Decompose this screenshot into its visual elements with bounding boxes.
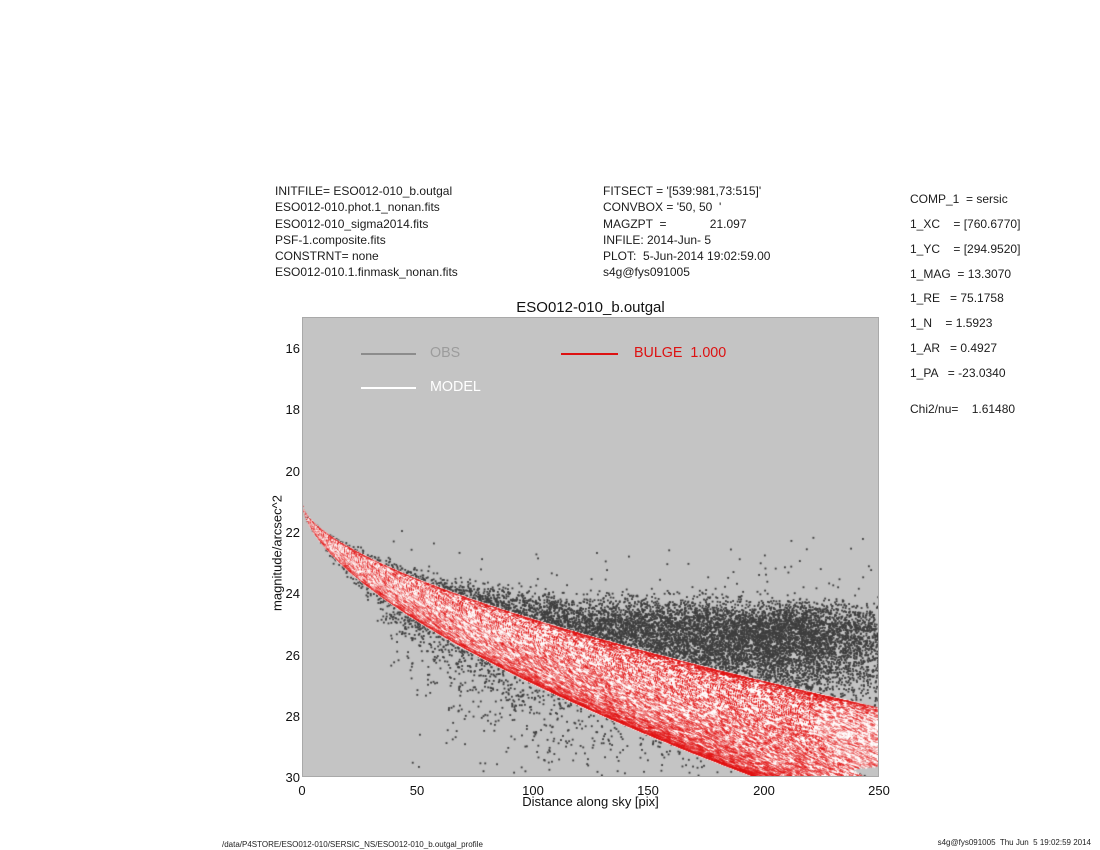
legend-obs-label: OBS bbox=[430, 345, 461, 361]
plot-area bbox=[302, 317, 879, 777]
header-line: CONVBOX = '50, 50 ' bbox=[603, 200, 722, 215]
header-line: PSF-1.composite.fits bbox=[275, 232, 386, 247]
x-tick-label: 150 bbox=[637, 783, 659, 798]
plot-title: ESO012-010_b.outgal bbox=[516, 299, 665, 316]
fit-param-line: 1_PA = -23.0340 bbox=[910, 365, 1006, 380]
fit-param-line: COMP_1 = sersic bbox=[910, 192, 1008, 206]
header-line: FITSECT = '[539:981,73:515]' bbox=[603, 184, 762, 198]
header-line: INFILE: 2014-Jun- 5 bbox=[603, 232, 712, 247]
scatter-canvas bbox=[303, 318, 878, 776]
header-line: ESO012-010.phot.1_nonan.fits bbox=[275, 200, 440, 215]
header-line: PLOT: 5-Jun-2014 19:02:59.00 bbox=[603, 249, 771, 264]
footer-path: /data/P4STORE/ESO012-010/SERSIC_NS/ESO01… bbox=[222, 840, 483, 849]
header-middle-block: FITSECT = '[539:981,73:515]' CONVBOX = '… bbox=[603, 183, 770, 281]
x-axis-label: Distance along sky [pix] bbox=[522, 794, 659, 809]
header-line: MAGZPT = 21.097 bbox=[603, 216, 747, 231]
y-tick-label: 18 bbox=[285, 402, 300, 417]
fit-param-line: 1_XC = [760.6770] bbox=[910, 216, 1021, 231]
fit-param-line: 1_AR = 0.4927 bbox=[910, 341, 998, 356]
legend-bulge-line bbox=[561, 353, 618, 355]
legend-model-label: MODEL bbox=[430, 379, 481, 395]
header-left-block: INITFILE= ESO012-010_b.outgal ESO012-010… bbox=[275, 183, 458, 281]
x-tick-label: 50 bbox=[409, 783, 425, 798]
y-tick-label: 16 bbox=[285, 341, 300, 356]
legend-model-line bbox=[361, 387, 416, 389]
x-tick-label: 100 bbox=[522, 783, 544, 798]
y-tick-label: 20 bbox=[285, 464, 300, 479]
header-line: s4g@fys091005 bbox=[603, 265, 690, 280]
fit-param-line: 1_N = 1.5923 bbox=[910, 316, 993, 331]
y-tick-label: 22 bbox=[285, 525, 300, 540]
chi2-line: Chi2/nu= 1.61480 bbox=[910, 402, 1016, 416]
header-line: ESO012-010.1.finmask_nonan.fits bbox=[275, 265, 458, 280]
y-tick-label: 24 bbox=[285, 586, 300, 601]
x-tick-label: 200 bbox=[753, 783, 775, 798]
x-tick-label: 0 bbox=[298, 783, 306, 798]
header-right-block: COMP_1 = sersic 1_XC = [760.6770] 1_YC =… bbox=[910, 187, 1020, 386]
fit-param-line: 1_RE = 75.1758 bbox=[910, 291, 1004, 306]
header-line: CONSTRNT= none bbox=[275, 249, 379, 264]
footer-timestamp: s4g@fys091005 Thu Jun 5 19:02:59 2014 bbox=[937, 838, 1091, 847]
x-tick-label: 250 bbox=[868, 783, 890, 798]
y-tick-label: 28 bbox=[285, 709, 300, 724]
legend-bulge-label: BULGE 1.000 bbox=[634, 345, 727, 361]
header-line: INITFILE= ESO012-010_b.outgal bbox=[275, 184, 453, 198]
legend-obs-line bbox=[361, 353, 416, 355]
y-tick-label: 30 bbox=[285, 770, 300, 785]
header-line: ESO012-010_sigma2014.fits bbox=[275, 216, 429, 231]
fit-param-line: 1_YC = [294.9520] bbox=[910, 241, 1021, 256]
fit-param-line: 1_MAG = 13.3070 bbox=[910, 266, 1012, 281]
y-tick-label: 26 bbox=[285, 648, 300, 663]
